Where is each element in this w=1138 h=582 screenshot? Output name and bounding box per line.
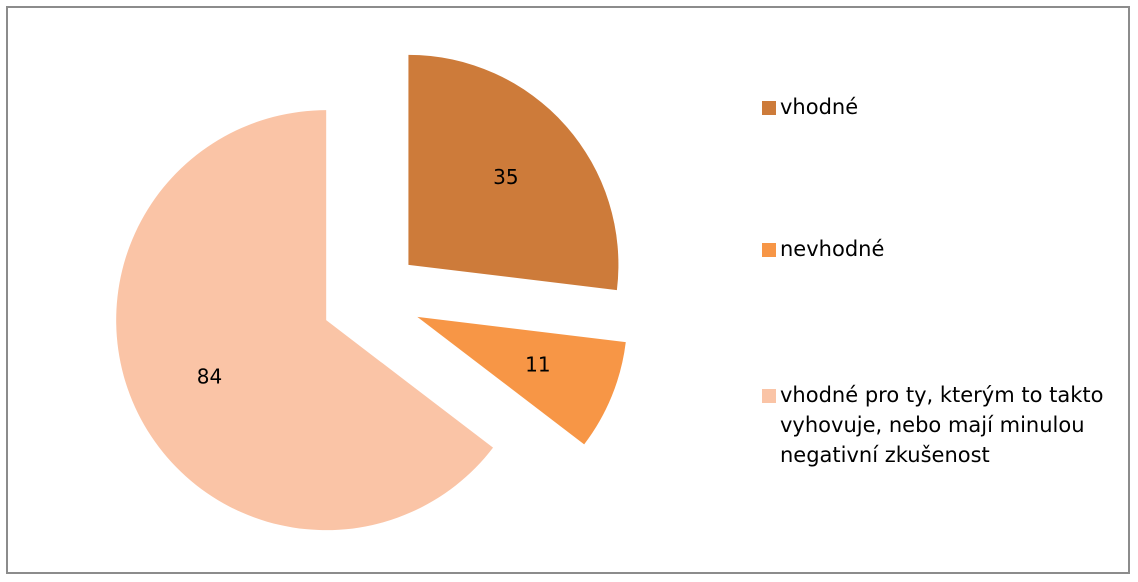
legend-swatch	[762, 389, 776, 403]
data-label: 84	[197, 364, 222, 388]
data-label: 11	[525, 352, 550, 376]
legend-label: vhodné	[780, 95, 859, 119]
legend-swatch	[762, 243, 776, 257]
pie-slice	[417, 316, 626, 445]
legend-item: vhodné	[762, 92, 1120, 122]
legend-item: vhodné pro ty, kterým to takto vyhovuje,…	[762, 380, 1120, 470]
legend-label: vhodné pro ty, kterým to takto vyhovuje,…	[780, 383, 1104, 467]
legend-label: nevhodné	[780, 237, 885, 261]
data-label: 35	[493, 165, 518, 189]
legend-item: nevhodné	[762, 234, 1120, 264]
pie-slice	[408, 54, 619, 291]
legend-swatch	[762, 101, 776, 115]
pie-slice	[116, 110, 494, 531]
